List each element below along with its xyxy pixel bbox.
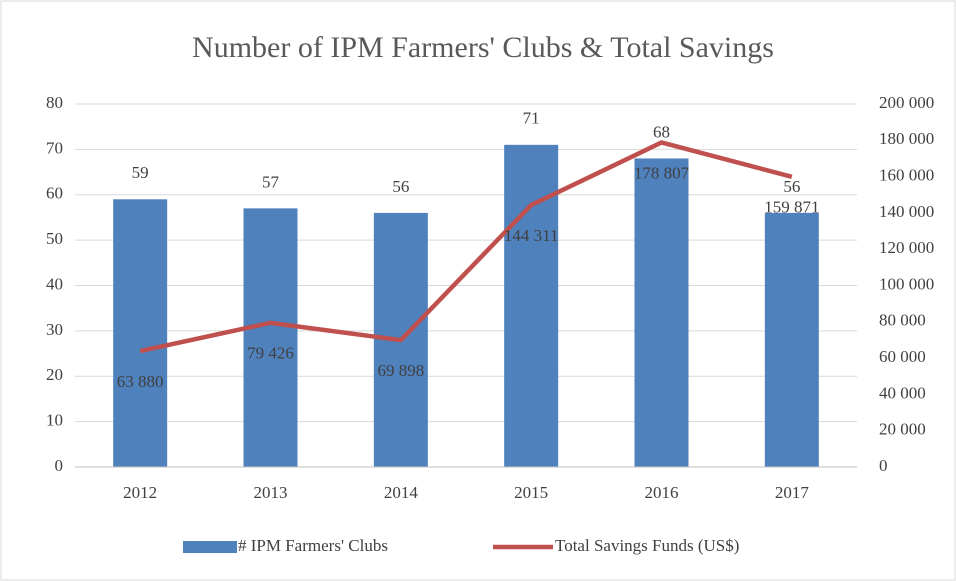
- bar-value-label: 56: [783, 177, 800, 196]
- y-tick-label: 60: [46, 184, 63, 203]
- y2-tick-label: 120 000: [879, 238, 934, 257]
- legend-label: Total Savings Funds (US$): [555, 536, 739, 555]
- legend-label: # IPM Farmers' Clubs: [238, 536, 388, 555]
- y2-tick-label: 180 000: [879, 129, 934, 148]
- bar: [113, 199, 168, 467]
- y-tick-label: 30: [46, 320, 63, 339]
- bar: [243, 208, 298, 468]
- x-tick-label: 2015: [514, 483, 548, 502]
- y2-tick-label: 20 000: [879, 420, 926, 439]
- line: [139, 140, 793, 354]
- x-tick-label: 2013: [254, 483, 288, 502]
- bar-value-label: 56: [392, 177, 409, 196]
- bar-value-label: 59: [132, 163, 149, 182]
- y2-tick-label: 40 000: [879, 383, 926, 402]
- line-value-label: 69 898: [377, 361, 424, 380]
- line-value-label: 178 807: [634, 163, 690, 182]
- y2-tick-label: 160 000: [879, 166, 934, 185]
- y-tick-label: 40: [46, 274, 63, 293]
- bar: [634, 158, 689, 467]
- y2-tick-label: 200 000: [879, 93, 934, 112]
- bar: [764, 212, 819, 467]
- x-tick-label: 2016: [645, 483, 679, 502]
- x-tick-label: 2012: [123, 483, 157, 502]
- legend-swatch: [183, 541, 237, 553]
- line-value-label: 144 311: [504, 226, 559, 245]
- y-tick-label: 0: [55, 456, 64, 475]
- bar-value-label: 57: [262, 172, 280, 191]
- y2-tick-label: 0: [879, 456, 888, 475]
- x-tick-label: 2017: [775, 483, 810, 502]
- y2-tick-label: 60 000: [879, 347, 926, 366]
- bar-value-label: 68: [653, 122, 670, 141]
- y-tick-label: 10: [46, 411, 63, 430]
- y-tick-label: 20: [46, 365, 63, 384]
- y2-tick-label: 140 000: [879, 202, 934, 221]
- line-value-label: 159 871: [764, 198, 819, 217]
- y2-tick-label: 80 000: [879, 311, 926, 330]
- line-value-label: 79 426: [247, 344, 294, 363]
- y-tick-label: 70: [46, 138, 63, 157]
- y-tick-label: 50: [46, 229, 63, 248]
- y-tick-label: 80: [46, 93, 63, 112]
- x-tick-label: 2014: [384, 483, 419, 502]
- chart-title: Number of IPM Farmers' Clubs & Total Sav…: [192, 31, 774, 64]
- y2-tick-label: 100 000: [879, 274, 934, 293]
- bar: [504, 144, 559, 467]
- line-value-label: 63 880: [117, 372, 164, 391]
- bar-value-label: 71: [523, 109, 540, 128]
